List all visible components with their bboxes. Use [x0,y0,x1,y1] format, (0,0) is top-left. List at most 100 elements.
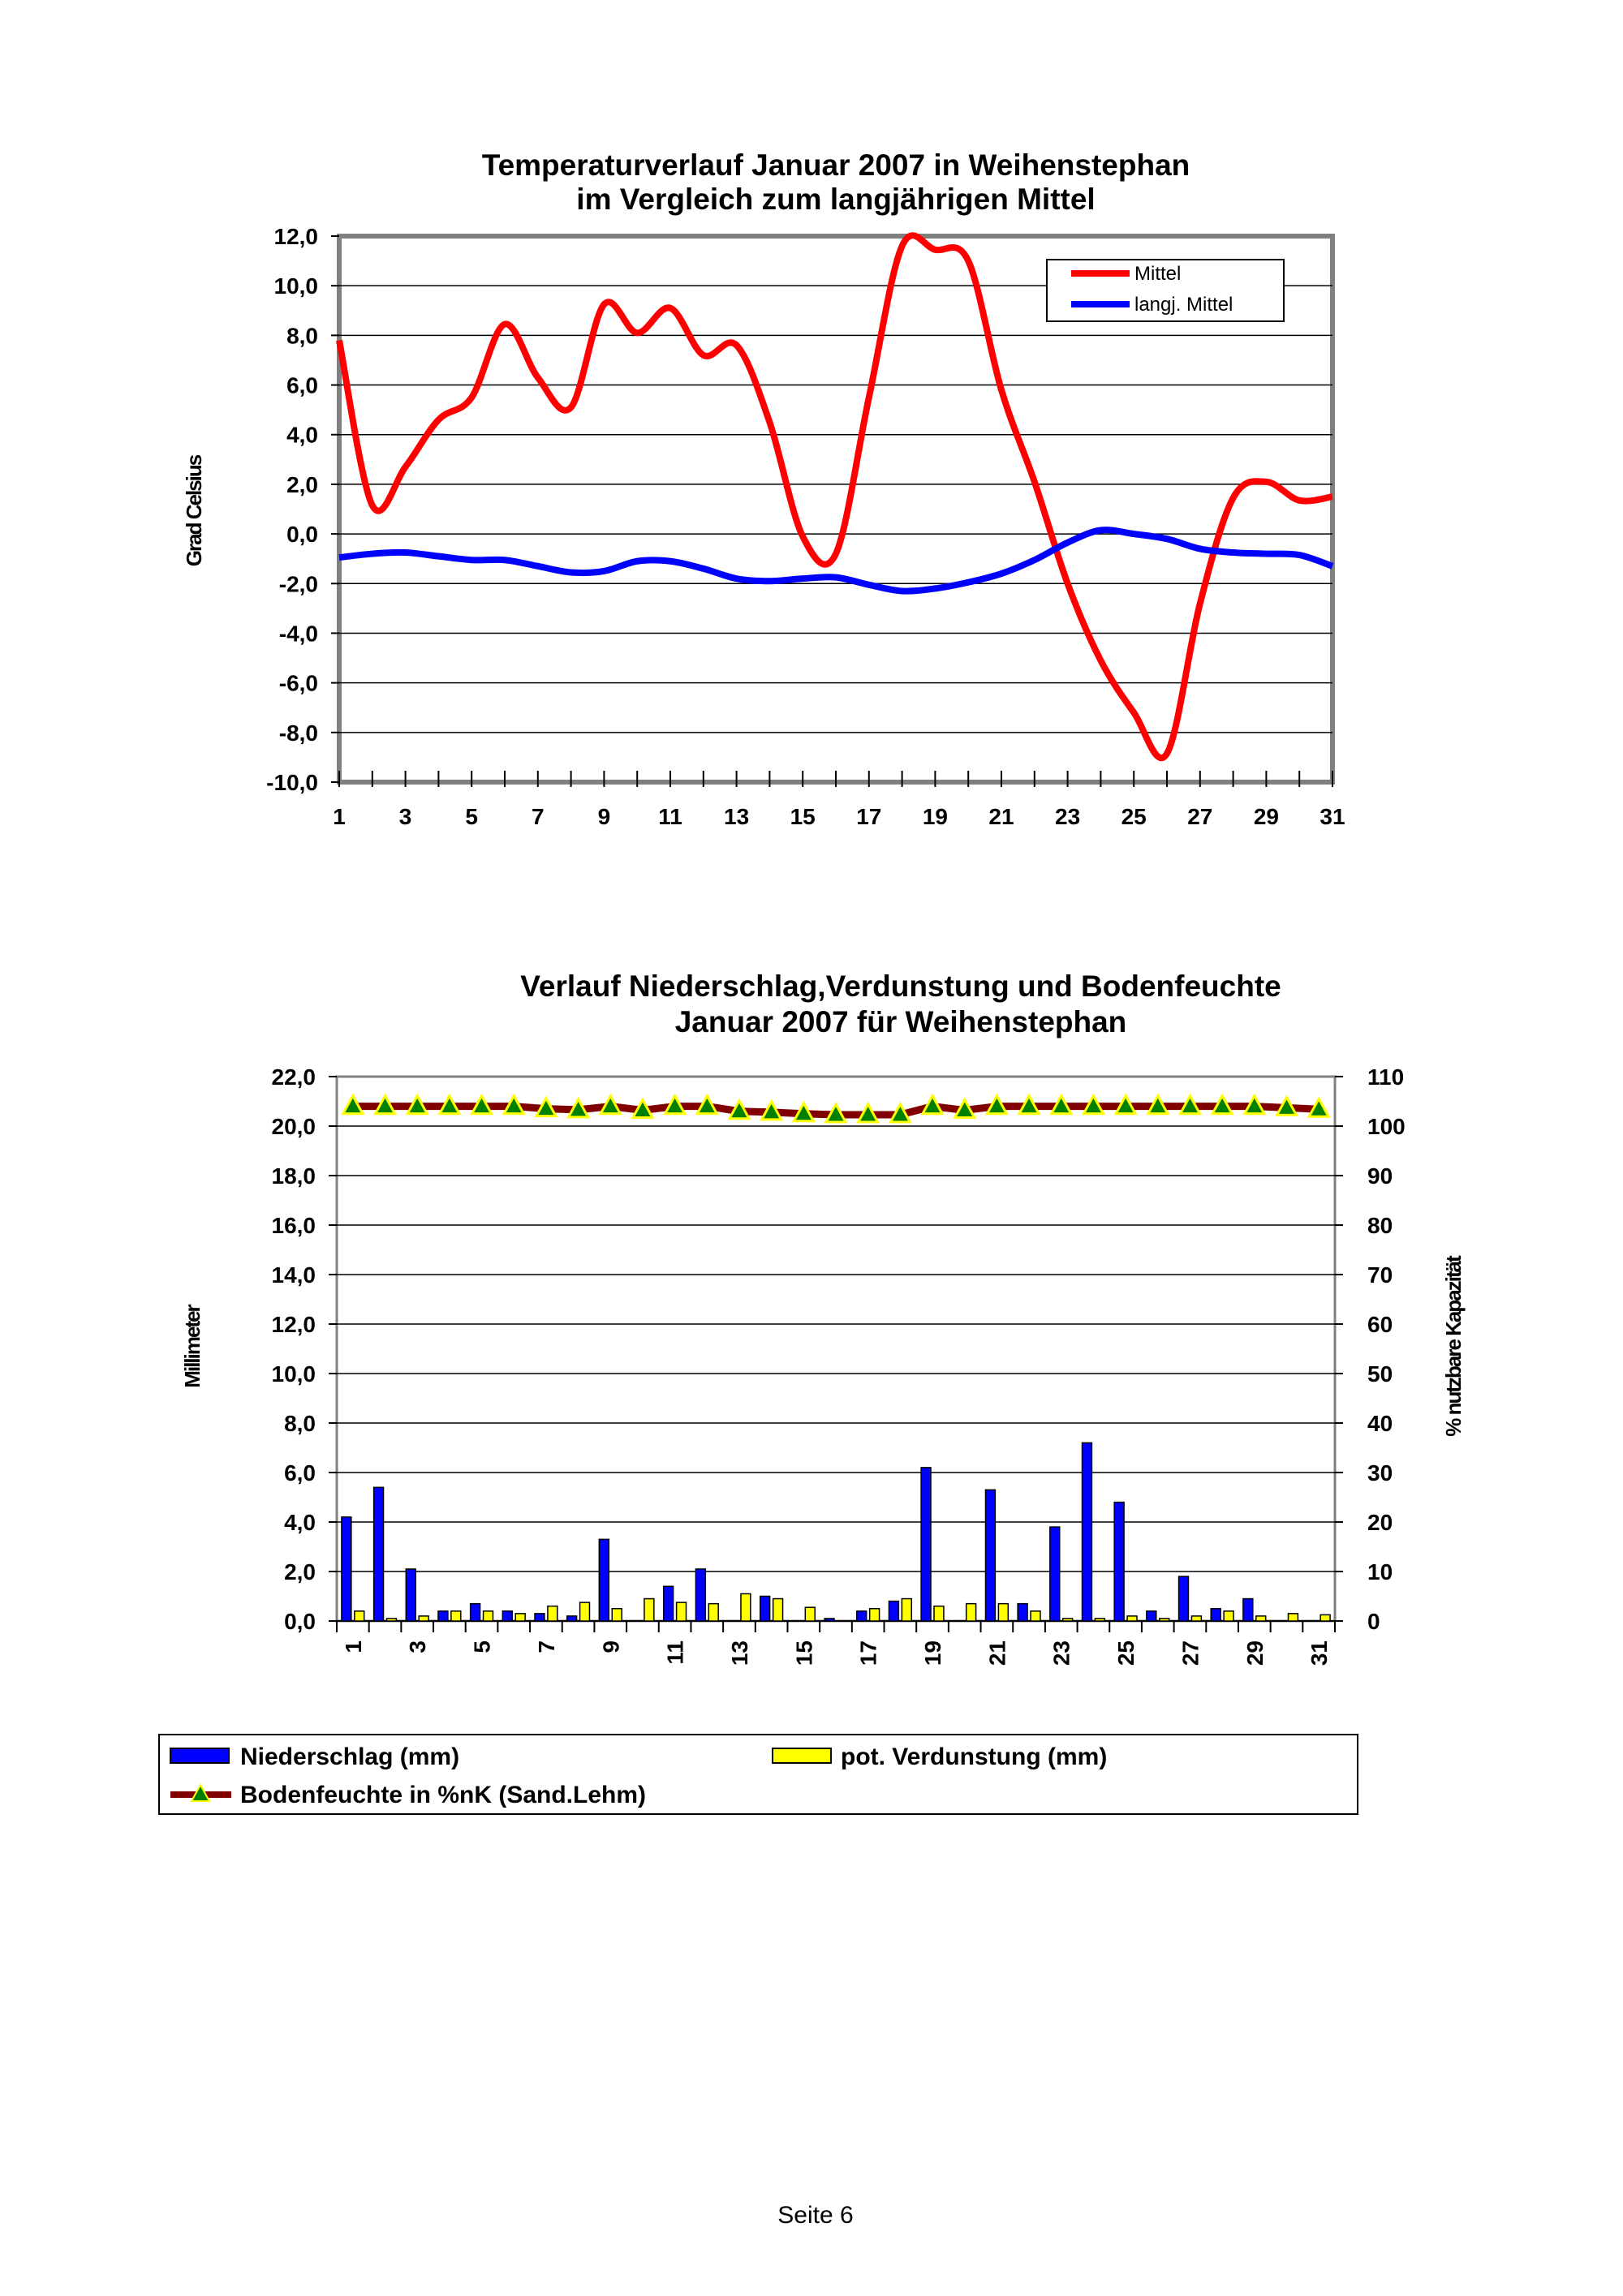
temp-y-tick-label: -10,0 [266,770,318,795]
verdunstung-bar [1223,1610,1234,1622]
verdunstung-bar [868,1608,880,1622]
verdunstung-bar [418,1615,429,1622]
precip-y2-tick-label: 0 [1367,1609,1380,1634]
verdunstung-bar [1126,1615,1138,1622]
temp-y-tick-label: 8,0 [286,323,318,348]
verdunstung-bar [547,1605,558,1622]
bodenfeuchte-marker [1113,1093,1138,1116]
bodenfeuchte-marker [1049,1093,1074,1116]
bodenfeuchte-marker [470,1093,494,1116]
verdunstung-bar [772,1597,784,1622]
bodenfeuchte-marker [663,1093,687,1116]
temp-x-tick-label: 11 [658,804,682,829]
precip-legend: Niederschlag (mm) pot. Verdunstung (mm) … [158,1734,1358,1815]
precip-x-tick-label: 7 [534,1640,559,1653]
bodenfeuchte-marker [566,1096,591,1119]
temp-y-tick-label: 0,0 [286,522,318,547]
niederschlag-bar [566,1615,578,1622]
temp-x-tick-label: 29 [1254,804,1279,829]
precip-y-tick-label: 4,0 [284,1510,316,1535]
niederschlag-bar [1242,1597,1254,1622]
niederschlag-bar [759,1595,771,1622]
bodenfeuchte-marker [953,1097,977,1119]
verdunstung-bar [804,1606,816,1622]
temp-x-tick-label: 23 [1055,804,1080,829]
verdunstung-bar [965,1602,977,1622]
temp-x-tick-label: 1 [333,804,346,829]
precipitation-chart: Verlauf Niederschlag,Verdunstung und Bod… [158,970,1466,1815]
bodenfeuchte-marker [984,1093,1009,1116]
temp-x-tick-label: 15 [790,804,816,829]
bodenfeuchte-marker [1017,1093,1041,1116]
precip-y-tick-label: 0,0 [284,1609,316,1634]
temp-x-tick-label: 17 [856,804,881,829]
niederschlag-bar [534,1613,545,1622]
precip-plot-area [335,1075,1337,1623]
precip-y-tick-label: 10,0 [272,1361,316,1387]
niederschlag-bar [1146,1610,1157,1622]
precip-y-tick-label: 22,0 [272,1064,316,1090]
bodenfeuchte-marker [1081,1093,1105,1116]
precip-y-tick-label: 18,0 [272,1163,316,1189]
verdunstung-bar [1319,1614,1331,1622]
niederschlag-bar [1081,1442,1093,1622]
bodenfeuchte-marker [888,1101,912,1124]
temp-y-tick-label: 6,0 [286,373,318,398]
precip-y2-tick-label: 50 [1367,1361,1393,1387]
precip-x-tick-label: 5 [470,1640,495,1653]
temperature-chart: Temperaturverlauf Januar 2007 in Weihens… [182,148,1345,829]
temp-x-tick-label: 13 [724,804,749,829]
verdunstung-bar [708,1602,719,1622]
temp-x-tick-label: 5 [465,804,478,829]
precip-x-tick-label: 1 [341,1640,366,1653]
precip-x-tick-label: 23 [1049,1640,1074,1666]
precip-y-tick-label: 2,0 [284,1559,316,1584]
precip-x-tick-label: 3 [405,1640,430,1653]
bodenfeuchte-marker [631,1097,655,1119]
bodenfeuchte-marker [502,1093,526,1116]
precip-y-tick-label: 20,0 [272,1114,316,1139]
precip-x-tick-label: 21 [984,1640,1010,1666]
verdunstung-bar [579,1602,591,1622]
precip-y2-tick-label: 100 [1367,1114,1406,1139]
verdunstung-bar [1190,1615,1203,1622]
temp-x-tick-label: 21 [988,804,1014,829]
verdunstung-bar [901,1597,913,1622]
niederschlag-bar [920,1467,932,1622]
temp-y-tick-label: -8,0 [279,720,318,746]
verdunstung-bar [644,1597,655,1622]
legend-label-langj-mittel: langj. Mittel [1134,294,1233,316]
precip-x-tick-label: 11 [663,1640,688,1665]
temp-x-tick-label: 31 [1319,804,1345,829]
legend-label-bodenfeuchte: Bodenfeuchte in %nK (Sand.Lehm) [240,1782,646,1808]
temp-y-tick-label: -2,0 [279,571,318,596]
legend-label-niederschlag: Niederschlag (mm) [240,1743,459,1770]
verdunstung-bar [354,1610,365,1622]
bodenfeuchte-marker [372,1093,398,1116]
verdunstung-bar [1094,1618,1106,1622]
niederschlag-bar [984,1489,997,1622]
bodenfeuchte-marker [1274,1094,1299,1116]
temp-chart-title-line2: im Vergleich zum langjährigen Mittel [576,183,1095,216]
legend-marker-bodenfeuchte [190,1782,211,1802]
precip-y-tick-label: 6,0 [284,1460,316,1486]
bodenfeuchte-marker [856,1101,880,1124]
bodenfeuchte-marker [920,1093,945,1116]
series-line-langj-mittel [338,527,1334,595]
niederschlag-bar [598,1538,610,1622]
bodenfeuchte-marker [824,1101,848,1124]
precip-x-tick-label: 25 [1113,1640,1139,1666]
bodenfeuchte-marker [341,1093,365,1116]
precip-y2-tick-label: 70 [1367,1262,1393,1288]
bodenfeuchte-marker [727,1098,751,1120]
temp-x-tick-label: 19 [923,804,948,829]
niederschlag-bar [695,1568,707,1622]
precip-y-tick-label: 16,0 [272,1213,316,1238]
precip-x-tick-label: 29 [1242,1640,1268,1666]
precip-y2-tick-label: 20 [1367,1510,1393,1535]
niederschlag-bar [405,1568,416,1622]
bodenfeuchte-marker [598,1093,622,1116]
temp-x-tick-label: 27 [1187,804,1212,829]
